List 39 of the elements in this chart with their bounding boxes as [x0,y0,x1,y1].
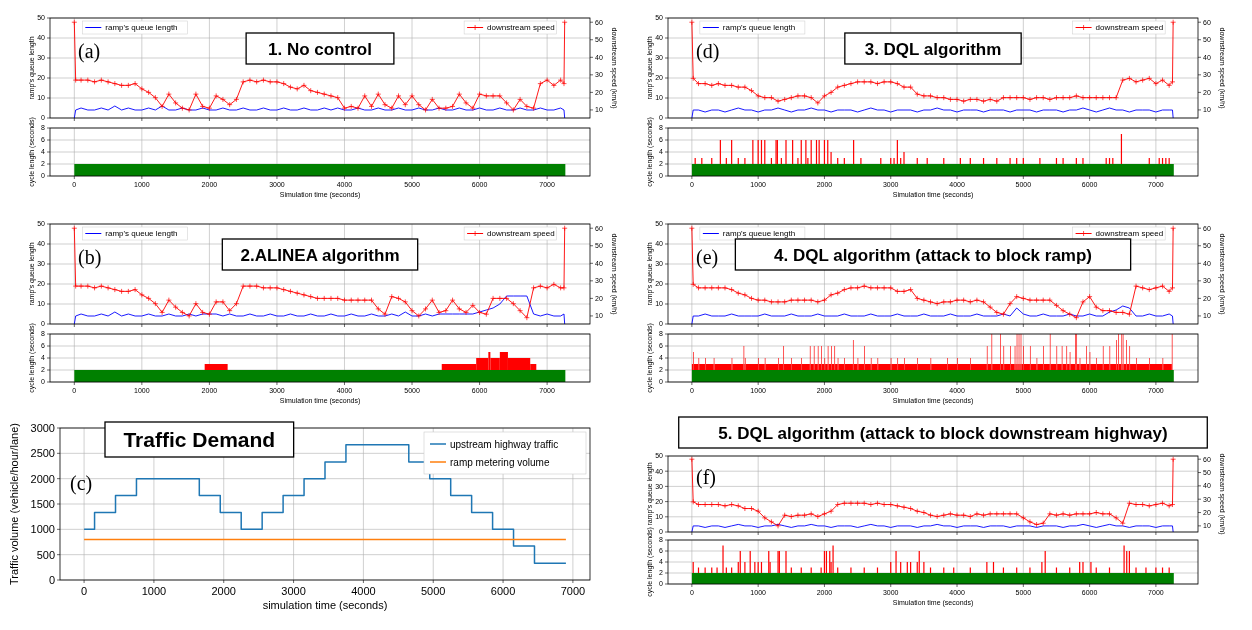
x-axis-title: simulation time (seconds) [262,599,388,612]
text: 2.ALINEA algorithm [240,245,400,265]
y-tick-label: 0 [48,573,55,586]
legend-label: ramp's queue length [722,23,796,33]
text: 3. DQL algorithm [864,39,1002,59]
legend-label: ramp metering volume [450,456,550,468]
annotation: (b) [78,246,102,269]
chart-title: 5. DQL algorithm (attack to block downstream highway) [718,423,1168,443]
legend-label: ramp's queue length [105,23,178,33]
text: 4. DQL algorithm (attack to block ramp) [773,245,1093,265]
y-tick-label: 2000 [30,472,55,485]
chart-title: Traffic Demand [123,428,276,452]
x-tick-label: 6000 [490,585,516,597]
annotation: (f) [696,466,716,489]
legend-label: downstream speed [1095,23,1164,33]
x-tick-label: 1000 [141,585,167,597]
x-tick-label: 3000 [281,585,306,597]
text: 1. No control [268,39,372,59]
legend-label: downstream speed [487,229,555,239]
legend-label: ramp's queue length [105,229,178,239]
x-tick-label: 5000 [420,585,446,597]
y-tick-label: 3000 [30,421,55,434]
legend-label: upstream highway traffic [450,438,559,450]
x-tick-label: 7000 [560,585,586,597]
legend-label: downstream speed [1095,229,1164,239]
y-axis-title: Traffic volume (vehicle/hour/lane) [8,422,20,586]
annotation: (c) [70,472,93,495]
annotation: (a) [78,40,101,63]
annotation: (e) [696,246,719,269]
legend-label: ramp's queue length [722,229,796,239]
y-tick-label: 2500 [30,447,55,460]
y-tick-label: 500 [36,548,55,561]
x-tick-label: 0 [81,585,88,597]
annotation: (d) [696,40,720,63]
y-tick-label: 1000 [30,523,55,536]
y-tick-label: 1500 [30,497,55,510]
x-tick-label: 2000 [211,585,236,597]
legend-label: downstream speed [487,23,555,33]
x-tick-label: 4000 [351,585,376,597]
